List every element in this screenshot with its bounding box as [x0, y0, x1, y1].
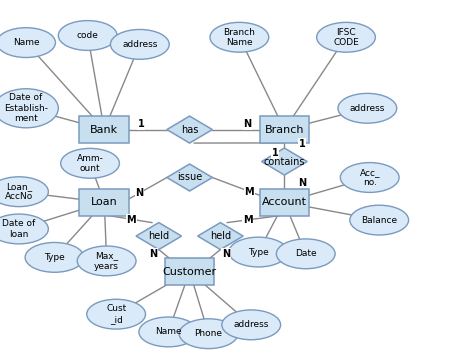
Text: Loan_
AccNo: Loan_ AccNo — [5, 182, 33, 201]
Polygon shape — [167, 164, 212, 191]
Ellipse shape — [179, 319, 238, 349]
Ellipse shape — [0, 89, 58, 128]
Ellipse shape — [229, 237, 288, 267]
Text: Name: Name — [13, 38, 39, 47]
Text: Max_
years: Max_ years — [94, 251, 119, 271]
Text: held: held — [148, 231, 169, 241]
Text: Date of
Establish-
ment: Date of Establish- ment — [4, 93, 48, 123]
Ellipse shape — [110, 29, 169, 59]
Text: Branch
Name: Branch Name — [223, 28, 255, 47]
Text: Branch: Branch — [264, 125, 304, 135]
Text: M: M — [127, 215, 136, 225]
FancyBboxPatch shape — [259, 189, 309, 215]
Text: Cust
_id: Cust _id — [106, 305, 126, 324]
Text: issue: issue — [177, 173, 202, 182]
Ellipse shape — [222, 310, 281, 340]
Text: N: N — [244, 119, 252, 129]
Ellipse shape — [0, 214, 48, 244]
FancyBboxPatch shape — [80, 116, 129, 143]
Ellipse shape — [77, 246, 136, 276]
Ellipse shape — [0, 28, 55, 58]
Ellipse shape — [210, 22, 269, 52]
Text: 1: 1 — [137, 119, 145, 129]
Ellipse shape — [61, 148, 119, 178]
Ellipse shape — [317, 22, 375, 52]
Text: code: code — [77, 31, 99, 40]
Ellipse shape — [338, 93, 397, 123]
Text: N: N — [298, 178, 307, 188]
Text: Date: Date — [295, 249, 317, 258]
Text: address: address — [350, 104, 385, 113]
Text: 1: 1 — [272, 148, 278, 158]
Text: address: address — [234, 320, 269, 329]
Text: Balance: Balance — [361, 215, 397, 225]
Text: N: N — [222, 249, 230, 259]
Ellipse shape — [340, 163, 399, 192]
FancyBboxPatch shape — [165, 258, 214, 285]
FancyBboxPatch shape — [80, 189, 129, 215]
Text: Type: Type — [248, 247, 269, 257]
Text: Bank: Bank — [90, 125, 118, 135]
Ellipse shape — [58, 21, 117, 50]
Text: Type: Type — [44, 253, 65, 262]
Polygon shape — [198, 223, 243, 250]
Polygon shape — [262, 148, 307, 175]
Text: has: has — [181, 125, 198, 135]
Ellipse shape — [350, 205, 409, 235]
Text: Acc_
no.: Acc_ no. — [359, 168, 380, 187]
Text: Date of
loan: Date of loan — [2, 219, 36, 239]
Text: M: M — [243, 215, 253, 225]
Text: Customer: Customer — [163, 267, 217, 277]
Polygon shape — [167, 116, 212, 143]
Text: N: N — [136, 189, 144, 198]
Text: held: held — [210, 231, 231, 241]
Text: contains: contains — [264, 157, 305, 166]
Ellipse shape — [25, 242, 84, 272]
Text: IFSC
CODE: IFSC CODE — [333, 28, 359, 47]
Text: Account: Account — [262, 197, 307, 207]
Ellipse shape — [276, 239, 335, 269]
Text: N: N — [149, 249, 157, 259]
FancyBboxPatch shape — [259, 116, 309, 143]
Ellipse shape — [139, 317, 198, 347]
Text: Amm-
ount: Amm- ount — [77, 154, 103, 173]
Ellipse shape — [0, 177, 48, 207]
Ellipse shape — [87, 299, 146, 329]
Text: Loan: Loan — [91, 197, 118, 207]
Text: address: address — [122, 40, 157, 49]
Polygon shape — [136, 223, 182, 250]
Text: 1: 1 — [299, 139, 306, 149]
Text: Phone: Phone — [194, 329, 223, 338]
Text: Name: Name — [155, 327, 182, 337]
Text: M: M — [244, 187, 254, 197]
